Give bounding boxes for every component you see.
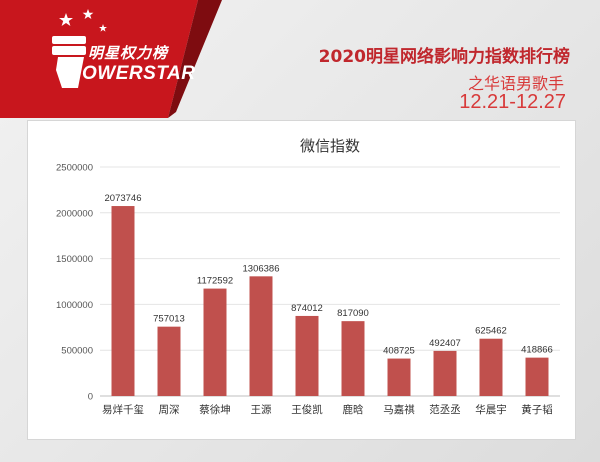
banner-red-shape xyxy=(0,0,198,118)
y-tick-label: 2500000 xyxy=(56,163,93,174)
star-icon xyxy=(59,13,73,26)
x-tick-label: 鹿晗 xyxy=(343,403,364,416)
data-label: 817090 xyxy=(337,308,369,319)
x-tick-label: 马嘉祺 xyxy=(383,403,415,416)
fist-logo-icon xyxy=(52,36,86,88)
x-tick-label: 蔡徐坤 xyxy=(199,403,231,416)
bar-4 xyxy=(249,276,273,396)
page-title: 2020明星网络影响力指数排行榜 xyxy=(318,47,570,67)
y-tick-label: 1000000 xyxy=(56,300,93,311)
x-tick-label: 易烊千玺 xyxy=(102,403,144,416)
data-label: 625462 xyxy=(475,326,507,337)
x-tick-label: 黄子韬 xyxy=(521,403,553,416)
data-label: 492407 xyxy=(429,338,461,349)
y-tick-label: 2000000 xyxy=(56,208,93,219)
header-banner xyxy=(0,0,222,118)
bar-1 xyxy=(111,206,135,396)
bar-chart: 微信指数 0 500000 1000000 1500000 2000000 2500000 2… xyxy=(56,137,560,416)
data-label: 874012 xyxy=(291,303,323,314)
bar-5 xyxy=(295,315,319,396)
chart-title: 微信指数 xyxy=(300,137,360,155)
y-tick-label: 500000 xyxy=(61,346,93,357)
star-icon xyxy=(82,9,94,19)
data-label: 757013 xyxy=(153,314,185,325)
y-tick-label: 0 xyxy=(88,392,93,403)
x-tick-label: 王源 xyxy=(251,403,272,416)
bar-7 xyxy=(387,358,411,396)
star-icon xyxy=(99,24,107,32)
data-label: 418866 xyxy=(521,345,553,356)
x-tick-label: 华晨宇 xyxy=(475,403,507,416)
y-tick-label: 1500000 xyxy=(56,254,93,265)
data-label: 1306386 xyxy=(243,263,280,274)
bar-8 xyxy=(433,350,457,396)
x-tick-label: 范丞丞 xyxy=(429,403,461,416)
bar-9 xyxy=(479,338,503,396)
bar-3 xyxy=(203,288,227,396)
bar-6 xyxy=(341,321,365,396)
data-label: 408725 xyxy=(383,346,415,357)
chart-panel: 微信指数 0 500000 1000000 1500000 2000000 2500000 2… xyxy=(27,120,576,440)
banner-dark-shape xyxy=(168,0,222,118)
logo-text-cn: 明星权力榜 xyxy=(88,44,169,62)
logo-text-en: OWERSTAR xyxy=(82,63,196,84)
data-label: 1172592 xyxy=(197,276,233,287)
data-label: 2073746 xyxy=(105,193,142,204)
page-subtitle: 之华语男歌手 xyxy=(467,74,564,93)
x-tick-label: 王俊凯 xyxy=(291,403,323,416)
bar-2 xyxy=(157,326,181,396)
date-range: 12.21-12.27 xyxy=(459,91,566,113)
bar-10 xyxy=(525,357,549,396)
x-tick-label: 周深 xyxy=(159,404,180,416)
